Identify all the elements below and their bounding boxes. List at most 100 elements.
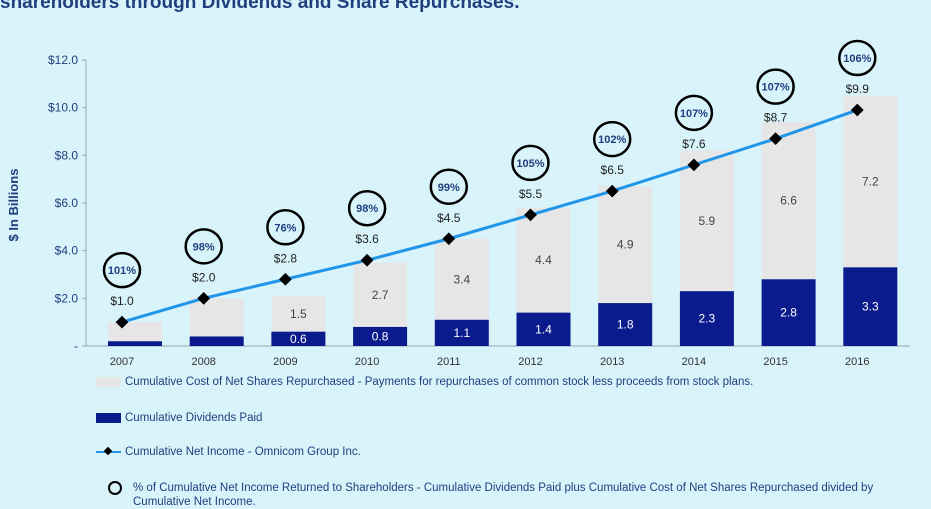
bar-label-repurchases: 3.4: [453, 272, 470, 286]
net-income-label: $6.5: [601, 163, 625, 177]
net-income-label: $5.5: [519, 187, 543, 201]
bar-dividends-2016: [843, 267, 898, 346]
bar-label-dividends: 0.8: [372, 329, 389, 343]
x-tick-label: 2016: [845, 356, 869, 368]
bar-label-repurchases: 4.4: [535, 253, 552, 267]
net-income-marker: [197, 291, 211, 305]
legend-circle-icon: [108, 481, 122, 495]
bar-dividends-2013: [598, 303, 653, 346]
legend-label-repurchases: Cumulative Cost of Net Shares Repurchase…: [125, 376, 754, 388]
net-income-label: $2.8: [274, 251, 298, 265]
bar-dividends-2012: [516, 312, 571, 346]
bar-dividends-2015: [761, 279, 816, 346]
x-tick-label: 2008: [191, 356, 215, 368]
bar-label-dividends: 1.4: [535, 322, 552, 336]
percent-circle: [347, 189, 387, 227]
percent-label: 98%: [356, 203, 378, 215]
x-tick-label: 2014: [682, 356, 706, 368]
legend-item-net-income: Cumulative Net Income - Omnicom Group In…: [96, 446, 361, 458]
bar-label-repurchases: 5.9: [699, 214, 716, 228]
percent-circle: [756, 68, 795, 105]
legend-label-percent-returned: % of Cumulative Net Income Returned to S…: [133, 482, 874, 508]
percent-circle: [266, 209, 305, 246]
percent-circle: [102, 251, 142, 289]
net-income-marker: [279, 272, 292, 286]
y-tick-label: $8.0: [55, 148, 79, 162]
net-income-marker: [115, 315, 129, 329]
legend-item-percent-returned: % of Cumulative Net Income Returned to S…: [104, 481, 913, 509]
bar-repurchases-2016: [843, 95, 898, 268]
bar-repurchases-2012: [516, 207, 571, 313]
bar-label-dividends: 3.3: [862, 300, 879, 314]
bar-repurchases-2014: [679, 150, 734, 292]
bar-repurchases-2013: [598, 186, 653, 304]
bar-repurchases-2007: [108, 322, 162, 342]
net-income-marker: [442, 232, 456, 246]
net-income-label: $8.7: [764, 111, 788, 125]
net-income-label: $2.0: [192, 270, 216, 284]
net-income-label: $3.6: [355, 232, 379, 246]
bar-repurchases-2009: [271, 295, 326, 332]
legend-swatch-dividends: [96, 413, 121, 423]
percent-circle: [429, 168, 469, 205]
net-income-label: $7.6: [682, 137, 706, 151]
x-tick-label: 2011: [437, 356, 461, 368]
bar-label-dividends: 1.8: [617, 318, 634, 332]
x-tick-label: 2010: [355, 356, 379, 368]
x-tick-label: 2007: [110, 356, 134, 368]
bar-dividends-2009: [271, 331, 326, 346]
percent-circle: [511, 144, 550, 182]
x-tick-label: 2009: [273, 356, 297, 368]
bar-dividends-2011: [434, 319, 489, 346]
legend-swatch-repurchases: [96, 377, 121, 387]
percent-label: 98%: [193, 241, 215, 253]
x-tick-label: 2012: [518, 356, 542, 368]
bar-label-repurchases: 1.5: [290, 307, 307, 321]
y-tick-label: $12.0: [48, 53, 78, 67]
bar-repurchases-2010: [353, 262, 408, 327]
percent-label: 76%: [274, 222, 296, 234]
bar-repurchases-2015: [761, 121, 816, 280]
bar-label-dividends: 0.6: [290, 332, 307, 346]
bar-label-repurchases: 6.6: [780, 194, 797, 208]
net-income-label: $9.9: [846, 82, 870, 96]
bar-dividends-2008: [189, 336, 244, 346]
percent-circle: [838, 39, 877, 77]
y-tick-label: $2.0: [55, 291, 79, 305]
percent-label: 101%: [108, 265, 136, 277]
y-tick-label: $10.0: [48, 101, 78, 115]
percent-circle: [184, 228, 223, 265]
y-tick-label: $4.0: [55, 244, 79, 258]
bar-dividends-2014: [679, 291, 734, 346]
bar-label-dividends: 2.8: [780, 306, 797, 320]
percent-circle: [592, 120, 632, 158]
bar-label-repurchases: 7.2: [862, 175, 879, 189]
bar-label-dividends: 1.1: [453, 326, 470, 340]
bar-repurchases-2011: [434, 238, 489, 320]
bar-repurchases-2008: [189, 298, 244, 337]
y-tick-label: $6.0: [55, 196, 79, 210]
net-income-line: [121, 108, 858, 324]
headline: shareholders through Dividends and Share…: [0, 0, 520, 13]
y-tick-label: -: [74, 339, 78, 353]
bar-dividends-2007: [108, 341, 162, 346]
net-income-marker: [360, 253, 374, 267]
percent-label: 99%: [438, 182, 460, 194]
x-tick-label: 2015: [763, 356, 787, 368]
net-income-label: $1.0: [110, 294, 134, 308]
percent-label: 102%: [598, 134, 626, 146]
percent-circle: [674, 94, 714, 132]
legend-swatch-net-income: [96, 446, 121, 458]
bar-label-repurchases: 2.7: [372, 288, 389, 302]
bar-label-dividends: 2.3: [699, 312, 716, 326]
legend-label-net-income: Cumulative Net Income - Omnicom Group In…: [125, 446, 361, 458]
percent-label: 105%: [516, 158, 544, 170]
net-income-label: $4.5: [437, 211, 461, 225]
legend-item-dividends: Cumulative Dividends Paid: [96, 412, 262, 424]
bar-dividends-2010: [353, 326, 408, 346]
percent-label: 107%: [680, 108, 708, 120]
bar-label-repurchases: 4.9: [617, 238, 634, 252]
percent-label: 107%: [762, 82, 790, 94]
legend-item-repurchases: Cumulative Cost of Net Shares Repurchase…: [96, 376, 753, 388]
x-tick-label: 2013: [600, 356, 624, 368]
